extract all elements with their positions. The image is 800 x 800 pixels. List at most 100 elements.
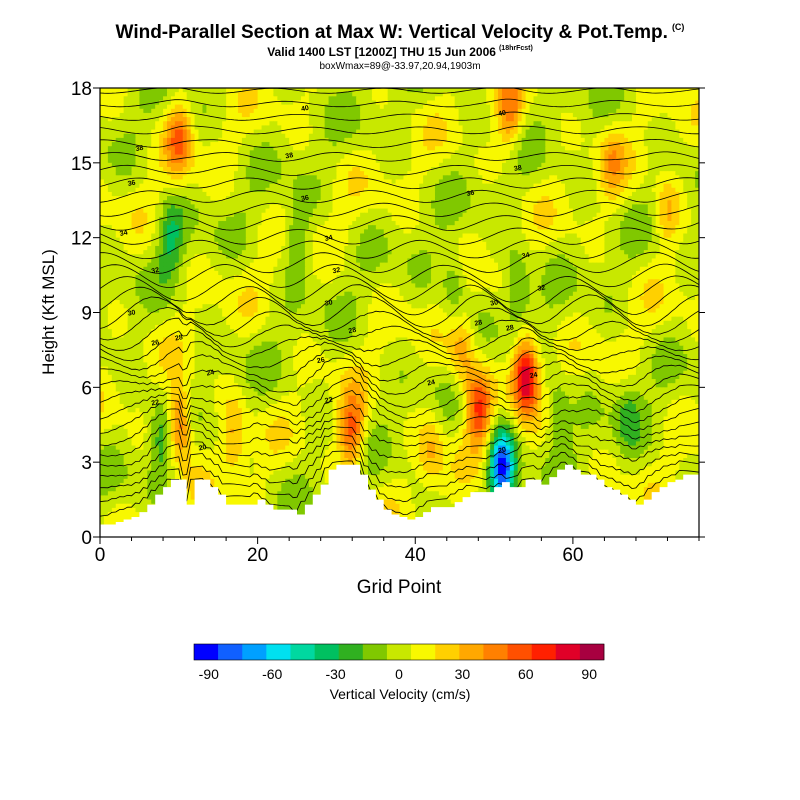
heatmap-cell — [233, 92, 239, 97]
heatmap-cell — [407, 216, 412, 222]
heatmap-cell — [553, 117, 558, 122]
heatmap-cell — [206, 162, 211, 168]
heatmap-cell — [300, 92, 306, 97]
heatmap-cell — [533, 121, 539, 127]
heatmap-cell — [159, 104, 164, 110]
heatmap-cell — [344, 221, 349, 226]
heatmap-cell — [107, 183, 113, 189]
heatmap-cell — [237, 158, 243, 164]
heatmap-cell — [576, 133, 582, 139]
heatmap-cell — [210, 221, 215, 226]
heatmap-cell — [584, 171, 590, 176]
heatmap-cell — [297, 129, 302, 135]
heatmap-cell — [608, 204, 613, 210]
heatmap-cell — [383, 204, 389, 210]
heatmap-cell — [643, 125, 649, 131]
heatmap-cell — [438, 187, 444, 193]
heatmap-cell — [308, 162, 314, 168]
heatmap-cell — [107, 175, 113, 181]
heatmap-cell — [632, 187, 637, 193]
heatmap-cell — [411, 121, 416, 127]
heatmap-cell — [127, 100, 133, 106]
heatmap-cell — [214, 187, 219, 193]
heatmap-cell — [584, 112, 590, 118]
heatmap-cell — [537, 146, 542, 151]
heatmap-cell — [115, 121, 121, 127]
heatmap-cell — [616, 187, 621, 193]
heatmap-cell — [170, 183, 176, 189]
heatmap-cell — [155, 216, 160, 222]
heatmap-cell — [505, 100, 511, 106]
heatmap-cell — [304, 150, 310, 156]
heatmap-cell — [486, 179, 491, 185]
heatmap-cell — [383, 196, 389, 201]
heatmap-cell — [375, 92, 381, 97]
heatmap-cell — [580, 129, 586, 135]
heatmap-cell — [612, 183, 617, 189]
heatmap-cell — [576, 150, 582, 156]
heatmap-cell — [332, 187, 338, 193]
heatmap-cell — [588, 204, 594, 210]
heatmap-cell — [498, 191, 503, 197]
heatmap-cell — [293, 196, 298, 201]
heatmap-cell — [659, 216, 665, 222]
heatmap-cell — [226, 133, 231, 139]
heatmap-cell — [470, 179, 475, 185]
heatmap-cell — [576, 117, 582, 122]
heatmap-cell — [490, 100, 495, 106]
heatmap-cell — [139, 96, 144, 102]
heatmap-cell — [151, 175, 156, 181]
heatmap-cell — [312, 133, 318, 139]
heatmap-cell — [371, 92, 377, 97]
heatmap-cell — [320, 88, 326, 93]
heatmap-cell — [450, 204, 456, 210]
heatmap-cell — [237, 221, 243, 226]
heatmap-cell — [576, 154, 582, 160]
heatmap-cell — [687, 150, 692, 156]
heatmap-cell — [186, 137, 192, 143]
heatmap-cell — [297, 162, 302, 168]
heatmap-cell — [135, 171, 141, 176]
heatmap-cell — [434, 166, 440, 172]
heatmap-cell — [458, 216, 464, 222]
heatmap-cell — [486, 154, 491, 160]
heatmap-cell — [600, 175, 606, 181]
heatmap-cell — [163, 212, 168, 218]
heatmap-cell — [584, 166, 590, 172]
heatmap-cell — [695, 183, 699, 189]
heatmap-cell — [431, 154, 436, 160]
heatmap-cell — [624, 112, 629, 118]
heatmap-cell — [127, 179, 133, 185]
heatmap-cell — [466, 96, 472, 102]
heatmap-cell — [375, 96, 381, 102]
heatmap-cell — [352, 204, 357, 210]
heatmap-cell — [458, 221, 464, 226]
heatmap-cell — [202, 137, 207, 143]
heatmap-cell — [553, 96, 558, 102]
heatmap-cell — [490, 212, 495, 218]
heatmap-cell — [486, 200, 491, 206]
heatmap-cell — [691, 121, 696, 127]
heatmap-cell — [182, 92, 188, 97]
heatmap-cell — [628, 125, 633, 131]
heatmap-cell — [505, 96, 511, 102]
heatmap-cell — [261, 142, 267, 147]
heatmap-cell — [635, 112, 641, 118]
heatmap-cell — [344, 125, 349, 131]
heatmap-cell — [415, 96, 420, 102]
heatmap-cell — [340, 216, 345, 222]
heatmap-cell — [521, 142, 527, 147]
heatmap-cell — [249, 112, 255, 118]
heatmap-cell — [332, 88, 338, 93]
heatmap-cell — [529, 92, 535, 97]
heatmap-cell — [257, 166, 263, 172]
heatmap-cell — [367, 175, 373, 181]
heatmap-cell — [123, 158, 129, 164]
heatmap-cell — [482, 137, 487, 143]
heatmap-cell — [529, 200, 535, 206]
heatmap-cell — [360, 150, 365, 156]
heatmap-cell — [163, 196, 168, 201]
heatmap-cell — [545, 200, 550, 206]
heatmap-cell — [265, 162, 271, 168]
heatmap-cell — [541, 208, 546, 214]
